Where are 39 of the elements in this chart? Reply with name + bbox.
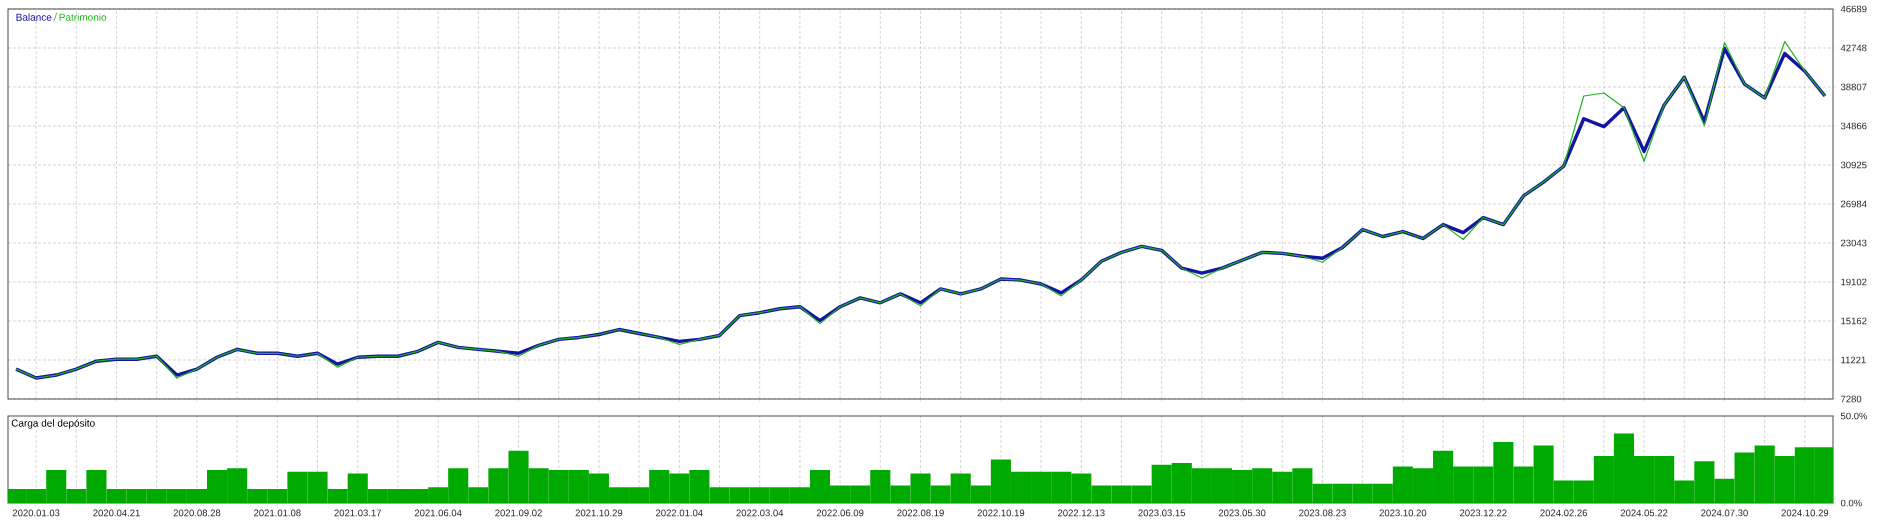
x-tick-label: 2020.04.21 — [93, 509, 140, 517]
text: Balance — [16, 13, 52, 21]
y-tick-label: 11221 — [1841, 356, 1866, 364]
y-tick-label: 34866 — [1840, 122, 1867, 130]
y-tick-label: 42748 — [1840, 44, 1867, 52]
y-tick-label: 23043 — [1841, 239, 1867, 247]
x-tick-label: 2023.12.22 — [1459, 509, 1507, 517]
x-tick-label: 2020.01.03 — [12, 509, 60, 517]
x-tick-label: 2021.06.04 — [414, 509, 462, 517]
x-tick-label: 2021.09.02 — [495, 509, 542, 517]
x-tick-label: 2024.02.26 — [1540, 509, 1588, 517]
y-tick-label: 30925 — [1840, 161, 1867, 169]
text: Patrimonio — [59, 13, 107, 21]
x-tick-label: 2022.01.04 — [656, 509, 703, 517]
x-tick-label: 2023.05.30 — [1218, 509, 1266, 517]
x-tick-label: 2022.03.04 — [736, 509, 784, 517]
y-tick-label: 26984 — [1841, 200, 1867, 208]
x-tick-label: 2023.03.15 — [1138, 509, 1186, 517]
x-tick-label: 2023.10.20 — [1379, 509, 1427, 517]
x-tick-label: 2022.12.13 — [1057, 509, 1105, 517]
y-tick-label: 7280 — [1841, 395, 1862, 403]
y-tick-label: 50.0% — [1840, 412, 1868, 420]
y-tick-label: 0.0% — [1840, 499, 1862, 507]
x-tick-label: 2024.05.22 — [1620, 509, 1668, 517]
y-tick-label: 38807 — [1840, 83, 1867, 91]
x-tick-label: 2022.08.19 — [897, 509, 944, 517]
y-tick-label: 15162 — [1841, 317, 1867, 325]
x-tick-label: 2022.06.09 — [816, 509, 864, 517]
y-tick-label: 19102 — [1841, 278, 1867, 286]
x-tick-label: 2020.08.28 — [173, 509, 221, 517]
x-tick-label: 2021.01.08 — [254, 509, 301, 517]
x-tick-label: 2024.10.29 — [1781, 509, 1829, 517]
x-tick-label: 2021.10.29 — [575, 509, 623, 517]
x-tick-label: 2022.10.19 — [977, 509, 1025, 517]
chart-title: Carga del depósito — [11, 419, 95, 429]
x-tick-label: 2023.08.23 — [1299, 509, 1346, 517]
y-tick-label: 46689 — [1840, 5, 1867, 13]
x-tick-label: 2024.07.30 — [1701, 509, 1748, 517]
x-tick-label: 2021.03.17 — [334, 509, 382, 517]
